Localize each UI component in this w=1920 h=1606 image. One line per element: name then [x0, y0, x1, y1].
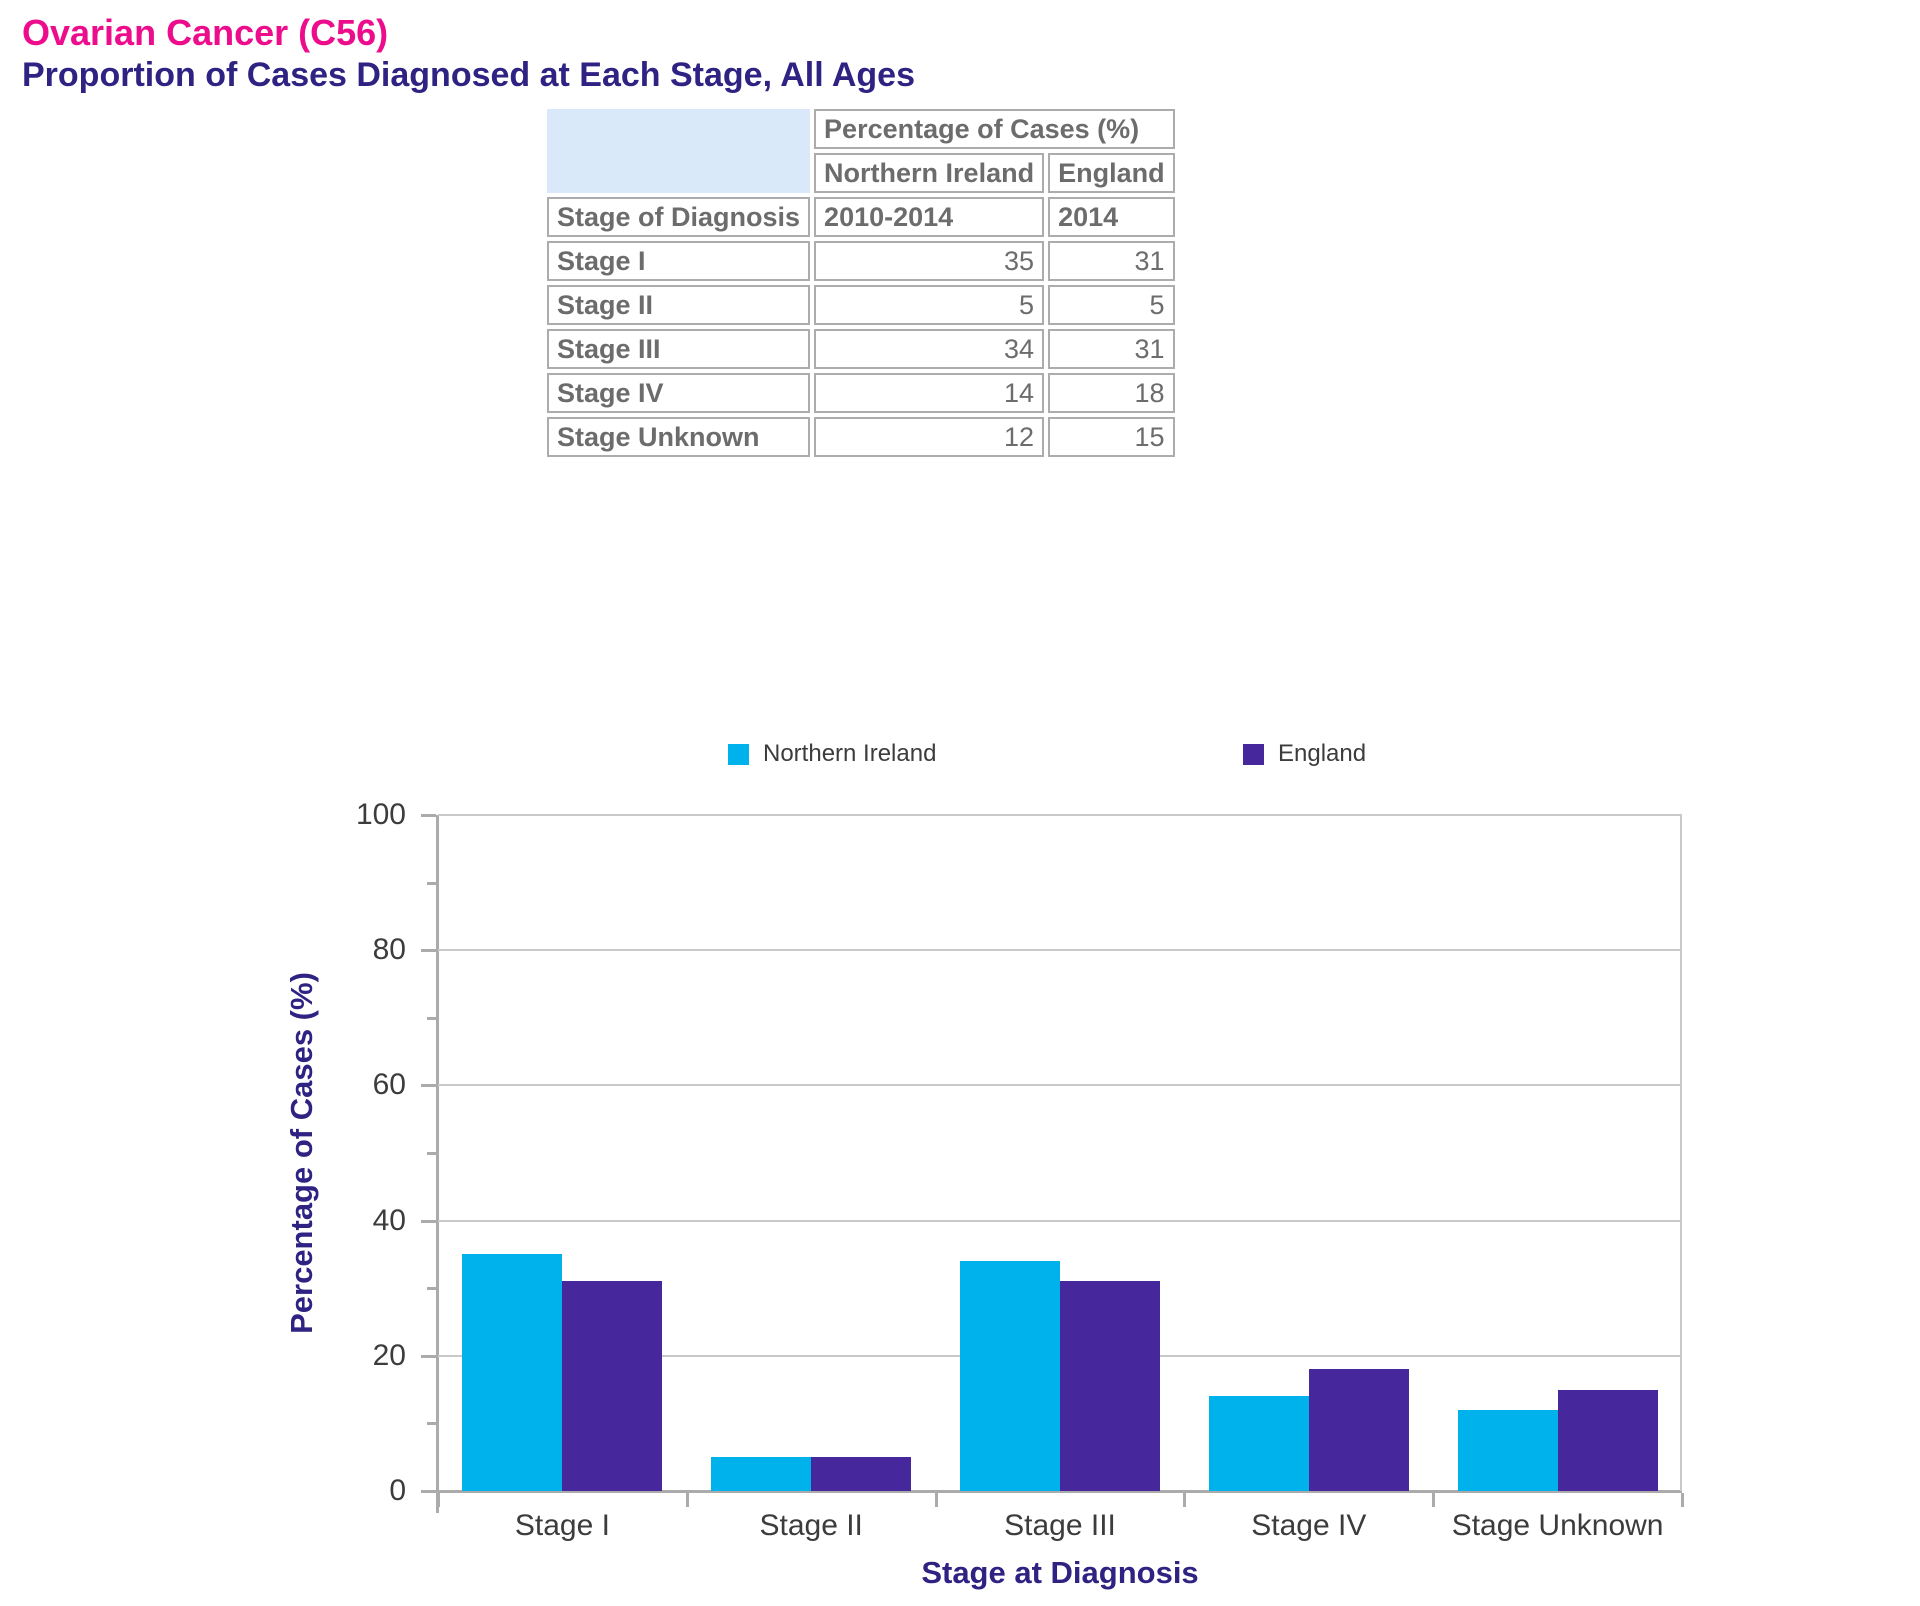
x-tick-5	[1681, 1493, 1684, 1507]
x-category-label-stage-iii: Stage III	[1004, 1509, 1116, 1542]
bar-stage-iii-northern-ireland	[960, 1261, 1060, 1491]
x-tick-2	[934, 1493, 938, 1507]
table-row: Percentage of Cases (%)	[547, 109, 1175, 193]
y-tick-label-80: 80	[372, 933, 406, 967]
y-axis-line	[436, 815, 439, 1513]
x-category-label-stage-ii: Stage II	[759, 1509, 863, 1542]
y-tick-label-20: 20	[372, 1338, 406, 1372]
value-england: 5	[1048, 285, 1175, 325]
row-label: Stage IV	[547, 373, 811, 413]
bar-stage-ii-england	[811, 1457, 912, 1491]
y-tick-label-60: 60	[372, 1068, 406, 1102]
bar-stage-iv-england	[1308, 1369, 1409, 1491]
x-axis-title: Stage at Diagnosis	[921, 1555, 1199, 1590]
x-tick-0	[437, 1493, 440, 1507]
table-row-stage-iv: Stage IV 14 18	[547, 373, 1175, 413]
x-category-label-stage-i: Stage I	[514, 1509, 610, 1542]
table-group-header: Percentage of Cases (%)	[814, 109, 1175, 149]
col-header-england: England	[1048, 153, 1175, 193]
y-tick-label-100: 100	[355, 798, 406, 831]
x-axis-line	[438, 1490, 1682, 1493]
bar-stage-unknown-england	[1557, 1389, 1658, 1491]
value-england: 15	[1048, 417, 1175, 457]
legend-label: Northern Ireland	[763, 740, 937, 767]
legend-swatch-england-icon	[1243, 743, 1264, 765]
bar-stage-ii-northern-ireland	[711, 1457, 812, 1491]
table-row: Northern Ireland England	[547, 153, 1175, 193]
row-label: Stage III	[547, 329, 811, 369]
y-tick-label-0: 0	[389, 1474, 406, 1507]
bar-stage-iii-england	[1060, 1281, 1160, 1491]
value-ni: 12	[814, 417, 1045, 457]
legend-item-england: England	[1243, 740, 1366, 768]
x-tick-4	[1432, 1493, 1436, 1507]
table-row-stage-i: Stage I 35 31	[547, 241, 1175, 281]
legend-item-northern-ireland: Northern Ireland	[728, 740, 936, 768]
page-title: Ovarian Cancer (C56)	[22, 12, 389, 53]
y-tick-80	[421, 949, 436, 953]
gridline-80	[438, 949, 1682, 952]
y-tick-50	[427, 1152, 436, 1155]
gridline-100	[438, 814, 1682, 816]
page-subtitle: Proportion of Cases Diagnosed at Each St…	[22, 56, 915, 94]
y-tick-0	[421, 1490, 436, 1493]
y-tick-40	[421, 1219, 436, 1223]
bar-stage-i-england	[562, 1281, 663, 1491]
y-tick-10	[427, 1422, 436, 1426]
bar-stage-i-northern-ireland	[462, 1254, 563, 1491]
row-label: Stage II	[547, 285, 811, 325]
y-axis-title: Percentage of Cases (%)	[284, 972, 319, 1334]
table-row-stage-ii: Stage II 5 5	[547, 285, 1175, 325]
bar-chart-plot-area: 0 20 40 60 80 100 Stage I Stage II Stage III Stag…	[356, 800, 1684, 1542]
stage-percentage-table: Percentage of Cases (%) Northern Ireland…	[543, 105, 1179, 461]
gridline-60	[438, 1084, 1682, 1087]
table-corner-cell	[547, 109, 811, 193]
legend-label: England	[1278, 740, 1367, 767]
bar-stage-unknown-northern-ireland	[1457, 1409, 1558, 1491]
value-england: 31	[1048, 241, 1175, 281]
value-ni: 14	[814, 373, 1045, 413]
table-row-stage-iii: Stage III 34 31	[547, 329, 1175, 369]
period-header-england: 2014	[1048, 197, 1175, 237]
bar-stage-iv-northern-ireland	[1208, 1396, 1309, 1491]
value-england: 18	[1048, 373, 1175, 413]
value-ni: 34	[814, 329, 1045, 369]
value-ni: 5	[814, 285, 1045, 325]
x-tick-1	[685, 1493, 689, 1507]
row-label: Stage Unknown	[547, 417, 811, 457]
table-row: Stage of Diagnosis 2010-2014 2014	[547, 197, 1175, 237]
x-category-label-stage-unknown: Stage Unknown	[1451, 1509, 1664, 1542]
y-tick-70	[427, 1016, 436, 1020]
value-england: 31	[1048, 329, 1175, 369]
row-header-stage-of-diagnosis: Stage of Diagnosis	[547, 197, 811, 237]
y-tick-100	[421, 814, 436, 817]
gridline-40	[438, 1219, 1682, 1222]
col-header-northern-ireland: Northern Ireland	[814, 153, 1045, 193]
x-category-label-stage-iv: Stage IV	[1251, 1509, 1367, 1542]
y-tick-90	[427, 881, 436, 885]
y-tick-label-40: 40	[372, 1203, 406, 1237]
y-tick-30	[427, 1287, 436, 1291]
value-ni: 35	[814, 241, 1045, 281]
y-tick-20	[421, 1354, 436, 1358]
table-row-stage-unknown: Stage Unknown 12 15	[547, 417, 1175, 457]
period-header-ni: 2010-2014	[814, 197, 1045, 237]
x-tick-3	[1183, 1493, 1187, 1507]
y-tick-60	[421, 1084, 436, 1088]
legend-swatch-northern-ireland-icon	[728, 743, 749, 765]
plot-right-border	[1680, 815, 1682, 1491]
row-label: Stage I	[547, 241, 811, 281]
